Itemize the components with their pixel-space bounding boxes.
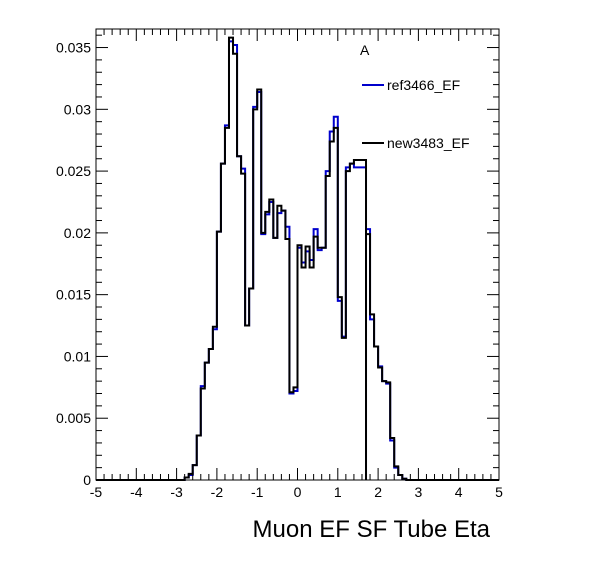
x-tick-label: -5 — [90, 484, 103, 500]
x-tick-label: 2 — [374, 484, 382, 500]
legend-label-ref3466: ref3466_EF — [387, 77, 460, 93]
y-tick-label: 0.035 — [56, 40, 91, 56]
x-axis: -5 -4 -3 -2 -1 0 1 2 3 4 5 — [90, 29, 503, 500]
y-axis: 0 0.005 0.01 0.015 0.02 0.025 0.03 0.035 — [56, 34, 499, 488]
series-new3483_EF — [96, 36, 499, 481]
series-layer — [96, 36, 499, 481]
x-tick-label: -1 — [251, 484, 264, 500]
x-tick-label: 0 — [294, 484, 302, 500]
x-tick-label: 1 — [334, 484, 342, 500]
x-tick-label: -3 — [170, 484, 183, 500]
x-tick-label: -2 — [211, 484, 224, 500]
legend: A ref3466_EF new3483_EF — [360, 42, 470, 151]
y-tick-label: 0.025 — [56, 163, 91, 179]
y-tick-label: 0.03 — [64, 101, 91, 117]
x-tick-label: 5 — [495, 484, 503, 500]
x-axis-title: Muon EF SF Tube Eta — [253, 516, 491, 543]
x-tick-label: 3 — [415, 484, 423, 500]
y-tick-label: 0.01 — [64, 348, 91, 364]
legend-marker: A — [360, 42, 370, 58]
x-tick-label: -4 — [130, 484, 143, 500]
legend-label-new3483: new3483_EF — [387, 135, 470, 151]
y-tick-label: 0 — [83, 472, 91, 488]
y-tick-label: 0.015 — [56, 287, 91, 303]
y-tick-label: 0.02 — [64, 225, 91, 241]
y-tick-label: 0.005 — [56, 410, 91, 426]
x-tick-label: 4 — [455, 484, 463, 500]
